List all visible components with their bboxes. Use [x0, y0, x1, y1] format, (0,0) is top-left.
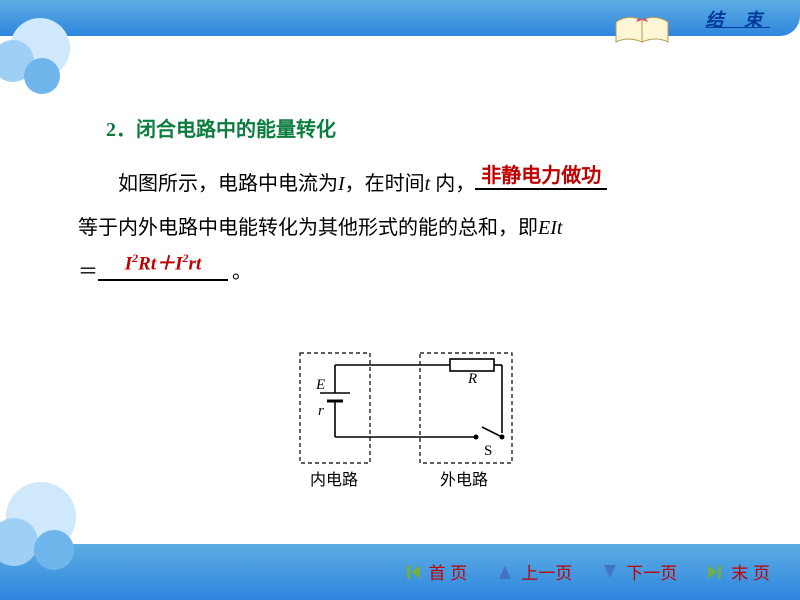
label-E: E: [315, 377, 325, 393]
var-EIt: EIt: [538, 217, 562, 239]
fill-blank-1: 非静电力做功: [475, 164, 607, 190]
text: 如图所示，电路中电流为: [118, 173, 338, 195]
end-link[interactable]: 结 束: [706, 6, 771, 32]
outer-circuit-label: 外电路: [440, 471, 488, 489]
period: 。: [232, 250, 252, 294]
top-bar: [0, 0, 800, 36]
nav-label: 首 页: [429, 559, 468, 584]
equals-sign: ＝: [78, 250, 98, 294]
label-r: r: [318, 403, 324, 419]
next-page-icon: [600, 562, 620, 582]
nav-first[interactable]: 首 页: [403, 559, 468, 584]
prev-page-icon: [495, 562, 515, 582]
inner-circuit-label: 内电路: [310, 471, 358, 489]
nav-bar: 首 页 上一页 下一页 末 页: [403, 559, 770, 584]
section-heading: 2．闭合电路中的能量转化: [106, 108, 740, 152]
text: 等于内外电路中电能转化为其他形式的能的总和，即: [78, 217, 538, 239]
circuit-diagram: R S E r 内电路 外电路: [290, 335, 530, 510]
book-icon: [614, 14, 670, 48]
text: 内，: [430, 173, 475, 195]
nav-label: 上一页: [521, 559, 572, 584]
nav-last[interactable]: 末 页: [705, 559, 770, 584]
text: ，在时间: [345, 173, 425, 195]
var-I: I: [338, 173, 345, 195]
fill-blank-2: I2Rt＋I2rt: [98, 251, 228, 280]
label-R: R: [467, 371, 477, 387]
last-page-icon: [705, 562, 725, 582]
paragraph-line-1: 如图所示，电路中电流为I，在时间t 内，非静电力做功: [78, 162, 740, 206]
content-area: 2．闭合电路中的能量转化 如图所示，电路中电流为I，在时间t 内，非静电力做功 …: [78, 108, 740, 294]
nav-prev[interactable]: 上一页: [495, 559, 572, 584]
nav-label: 下一页: [626, 559, 677, 584]
label-S: S: [484, 443, 492, 459]
paragraph-line-2: 等于内外电路中电能转化为其他形式的能的总和，即EIt: [78, 206, 740, 250]
nav-next[interactable]: 下一页: [600, 559, 677, 584]
nav-label: 末 页: [731, 559, 770, 584]
paragraph-line-3: ＝ I2Rt＋I2rt 。: [78, 250, 740, 294]
first-page-icon: [403, 562, 423, 582]
